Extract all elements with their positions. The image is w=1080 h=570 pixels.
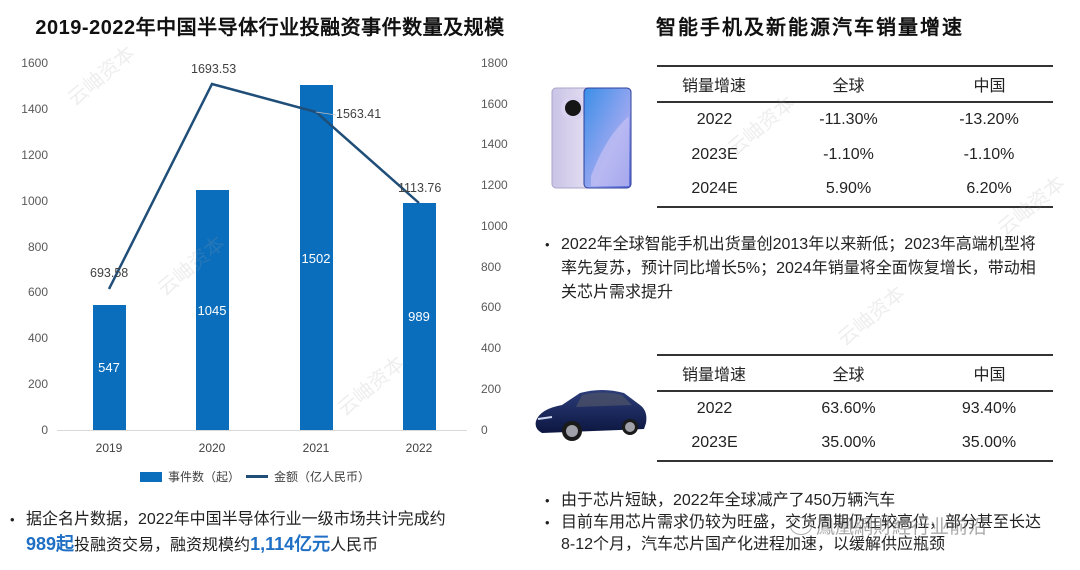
table-header: 中国: [924, 354, 1053, 392]
left-axis-tick: 200: [27, 377, 48, 391]
bullet-text: 据企名片数据，2022年中国半导体行业一级市场共计完成约: [26, 511, 446, 528]
left-axis-tick: 1600: [21, 56, 48, 70]
legend-line-swatch: [246, 475, 269, 478]
bar-2021: [300, 85, 333, 430]
table-header: 销量增速: [657, 65, 772, 103]
line-label-2021: 1563.41: [336, 107, 382, 121]
ev-car-image: [532, 383, 650, 445]
table-row: 2022 -11.30% -13.20%: [657, 102, 1053, 137]
line-label-2019: 693.58: [90, 266, 129, 280]
table-cell: 5.90%: [772, 172, 925, 208]
table-header: 全球: [771, 354, 925, 392]
table-cell: 35.00%: [772, 426, 925, 462]
left-axis-tick: 1400: [21, 102, 48, 116]
right-panel-title: 智能手机及新能源汽车销量增速: [656, 17, 964, 39]
smartphone-bullet: • 2022年全球智能手机出货量创2013年以来新低；2023年高端机型将率先复苏…: [545, 233, 1050, 305]
right-axis-tick: 800: [481, 260, 502, 274]
wechat-icon: [790, 516, 812, 535]
line-label-2022: 1113.76: [398, 181, 442, 195]
table-row: 2024E 5.90% 6.20%: [657, 172, 1053, 208]
x-label: 2019: [95, 441, 123, 455]
bar-2019: [93, 305, 126, 430]
bar-label-2020: 1045: [197, 303, 227, 318]
legend-label-amount: 金额（亿人民币）: [274, 470, 371, 484]
bullet-dot: •: [545, 493, 550, 508]
table-cell: 63.60%: [821, 400, 876, 417]
bullet-text: 由于芯片短缺，2022年全球减产了450万辆汽车: [561, 492, 896, 509]
right-axis-tick: 1000: [481, 219, 508, 233]
bullet-dot: •: [545, 515, 550, 530]
x-label: 2020: [198, 441, 226, 455]
table-cell: -11.30%: [819, 111, 878, 128]
right-axis-tick: 1600: [481, 97, 508, 111]
table-cell: -13.20%: [959, 111, 1019, 128]
smartphone-image: [551, 86, 633, 190]
right-axis-tick: 1400: [481, 137, 508, 151]
table-cell: 2023E: [657, 426, 772, 462]
smartphone-sales-table: 销量增速 全球 中国 2022 -11.30% -13.20% 2023E -1…: [657, 65, 1053, 208]
table-header: 销量增速: [657, 354, 772, 392]
table-cell: 35.00%: [925, 426, 1053, 462]
bar-2020: [196, 190, 229, 430]
left-axis-tick: 800: [27, 240, 48, 254]
bar-2022: [403, 203, 436, 430]
bullet-dot: •: [545, 237, 550, 252]
highlight-deal-count: 989起: [26, 534, 75, 554]
table-header: 全球: [771, 65, 925, 103]
table-row: 2023E -1.10% -1.10%: [657, 137, 1053, 172]
amount-line: [107, 82, 420, 290]
table-header: 中国: [924, 65, 1053, 103]
ev-sales-table: 销量增速 全球 中国 2022 63.60% 93.40% 2023E 35.0…: [657, 354, 1053, 462]
left-axis-tick: 1000: [21, 194, 48, 208]
bullet-text: 人民币: [330, 537, 379, 554]
table-row: 2022 63.60% 93.40%: [657, 391, 1053, 426]
table-cell: 2024E: [657, 172, 772, 208]
left-axis-tick: 400: [27, 331, 48, 345]
bullet-dot: •: [10, 512, 15, 527]
line-label-2020: 1693.53: [191, 62, 237, 76]
table-cell: -1.10%: [963, 145, 1015, 163]
x-label: 2022: [405, 441, 433, 455]
left-axis-tick: 1200: [21, 148, 48, 162]
table-cell: -1.10%: [823, 145, 874, 163]
chart-legend: 事件数（起） 金额（亿人民币）: [140, 468, 370, 485]
ev-bullet-1: • 由于芯片短缺，2022年全球减产了450万辆汽车: [545, 490, 1050, 512]
right-axis-tick: 200: [481, 382, 502, 396]
left-bullet: • 据企名片数据，2022年中国半导体行业一级市场共计完成约 989起投融资交易，…: [10, 508, 530, 558]
table-header-row: 销量增速 全球 中国: [657, 354, 1053, 392]
ev-bullet-2: • 目前车用芯片需求仍较为旺盛，交货周期仍在较高位，部分甚至长达8-12个月，汽车…: [545, 512, 1050, 556]
highlight-amount: 1,114亿元: [250, 534, 331, 554]
table-cell: 6.20%: [925, 172, 1053, 208]
table-header-row: 销量增速 全球 中国: [657, 65, 1053, 103]
bullet-text: 投融资交易，融资规模约: [74, 537, 251, 554]
right-axis-tick: 400: [481, 341, 502, 355]
x-axis-line: [57, 430, 467, 431]
right-axis-tick: 1800: [481, 56, 508, 70]
table-row: 2023E 35.00% 35.00%: [657, 426, 1053, 462]
table-cell: 2023E: [691, 145, 738, 163]
table-cell: 2022: [696, 111, 733, 128]
right-axis-tick: 0: [481, 423, 488, 437]
source-overlay: 鳳凰網財經行业前沿: [790, 512, 987, 539]
right-axis-tick: 1200: [481, 178, 508, 192]
legend-label-events: 事件数（起）: [168, 470, 241, 484]
bullet-text: 2022年全球智能手机出货量创2013年以来新低；2023年高端机型将率先复苏，…: [561, 236, 1036, 301]
overlay-text: 鳳凰網財經行业前沿: [816, 517, 988, 538]
right-axis-tick: 600: [481, 300, 502, 314]
bar-label-2022: 989: [408, 309, 430, 324]
bullet-text: 目前车用芯片需求仍较为旺盛，交货周期仍在较高位，部分甚至长达8-12个月，汽车芯…: [561, 514, 1042, 553]
x-label: 2021: [302, 441, 330, 455]
legend-bar-swatch: [140, 471, 162, 482]
left-axis-tick: 0: [41, 423, 48, 437]
bar-label-2019: 547: [98, 360, 120, 375]
table-cell: 93.40%: [961, 400, 1017, 417]
table-cell: 2022: [696, 400, 733, 417]
left-axis-tick: 600: [27, 285, 48, 299]
bar-label-2021: 1502: [301, 251, 331, 266]
chart-title: 2019-2022年中国半导体行业投融资事件数量及规模: [35, 17, 505, 39]
